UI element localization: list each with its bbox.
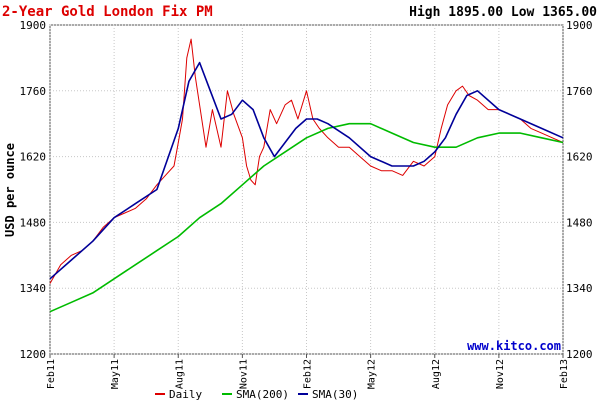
y-tick-label-right: 1340 [566,282,593,295]
y-tick-label-left: 1340 [20,282,47,295]
axes: 1200 1200 1340 1340 1480 1480 1620 1620 1760 1760… [20,19,593,389]
x-tick-label: Nov12 [495,359,506,389]
y-tick-label-right: 1760 [566,85,593,98]
x-tick-label: Nov11 [238,359,249,389]
legend: Daily SMA(200) SMA(30) [155,388,358,400]
x-tick-label: Feb11 [46,359,57,389]
legend-label: SMA(200) [236,388,289,400]
chart-title: 2-Year Gold London Fix PM [2,4,213,20]
y-tick-label-left: 1200 [20,348,47,361]
legend-label: Daily [169,388,202,400]
x-tick-label: Feb12 [303,359,314,389]
y-tick-label-left: 1760 [20,85,47,98]
x-tick-label: Aug12 [431,359,442,389]
series-line-sma-200 [49,122,564,313]
x-tick-label: May12 [367,359,378,389]
y-tick-label-left: 1900 [20,19,47,32]
x-tick-label: Aug11 [174,359,185,389]
series-lines [49,38,564,313]
chart-high-low: High 1895.00 Low 1365.00 [409,5,597,20]
x-tick-label: May11 [110,359,121,389]
legend-label: SMA(30) [312,388,358,400]
y-tick-label-right: 1480 [566,216,593,229]
y-tick-label-left: 1620 [20,151,47,164]
y-tick-label-left: 1480 [20,216,47,229]
y-tick-label-right: 1620 [566,151,593,164]
y-tick-label-right: 1900 [566,19,593,32]
grid [49,24,564,355]
series-line-sma-30 [49,61,564,280]
y-tick-label-right: 1200 [566,348,593,361]
y-axis-label: USD per ounce [3,143,17,237]
watermark: www.kitco.com [467,339,561,353]
x-tick-label: Feb13 [559,359,570,389]
